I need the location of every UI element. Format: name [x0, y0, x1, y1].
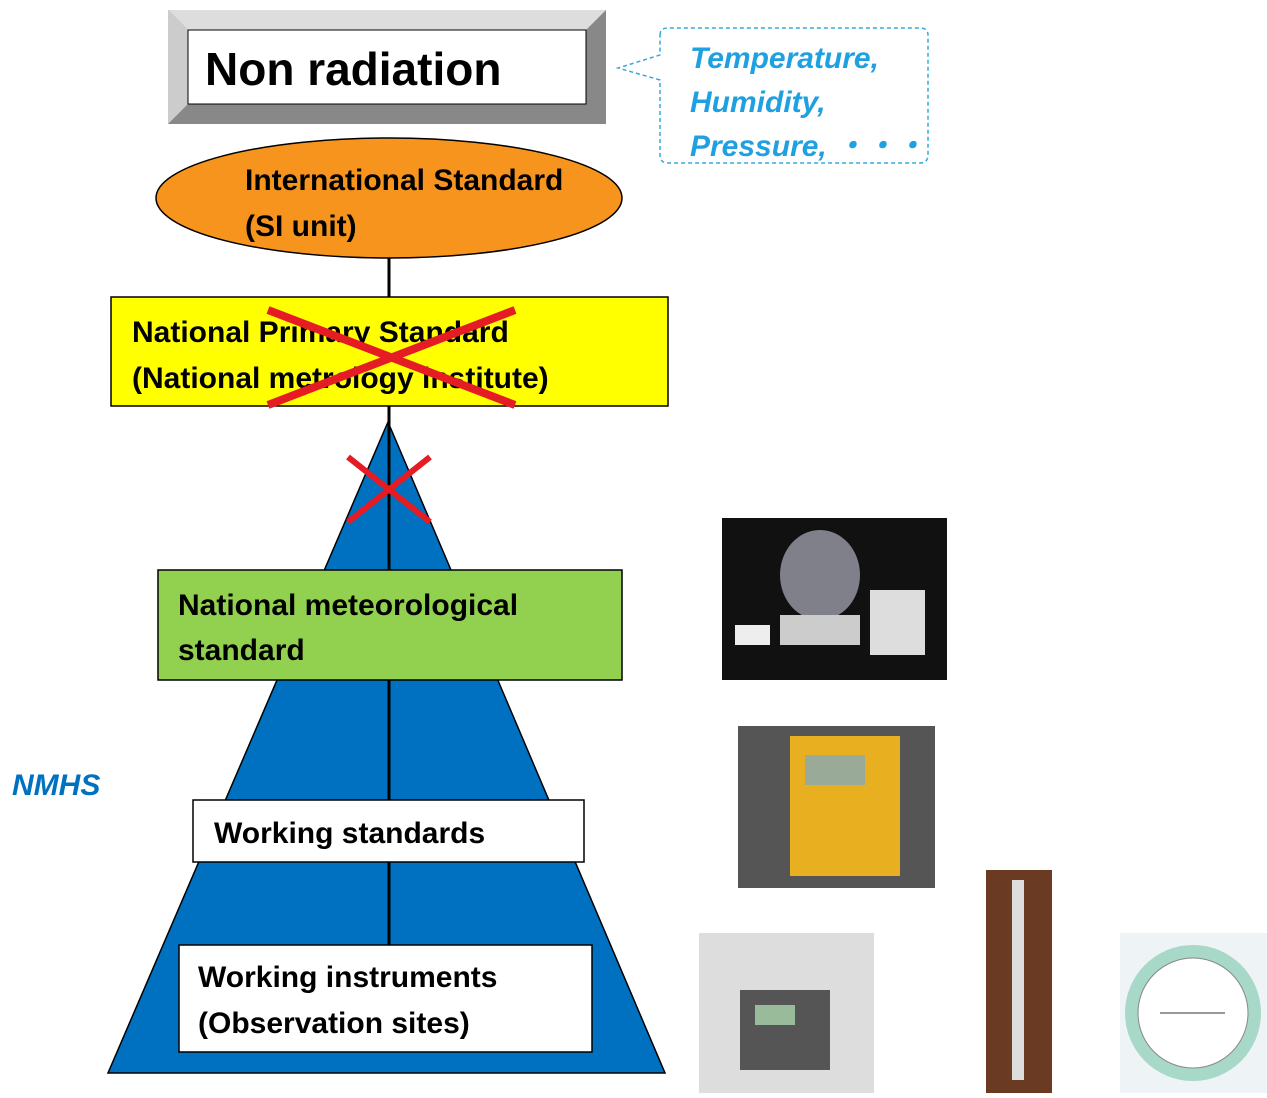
callout-text: Humidity, — [690, 86, 826, 119]
callout-text: Temperature, — [690, 42, 879, 75]
national-met-box — [157, 569, 623, 681]
callout-text: Pressure, ・・・ — [690, 130, 925, 163]
side-label: NMHS — [12, 769, 100, 802]
level-text: International Standard — [245, 164, 563, 197]
level-text: (Observation sites) — [198, 1007, 470, 1040]
title-box — [187, 29, 587, 105]
international-ellipse — [155, 137, 623, 259]
photo — [722, 518, 947, 680]
pyramid — [106, 420, 667, 1074]
photo — [986, 870, 1052, 1093]
photo — [1120, 933, 1267, 1093]
bevel — [168, 10, 188, 124]
callout-bubble — [615, 27, 929, 164]
working-instruments-box — [178, 944, 593, 1053]
level-text: National meteorological — [178, 589, 518, 622]
level-text: Working instruments — [198, 961, 497, 994]
national-primary-box — [110, 296, 669, 407]
level-text: (SI unit) — [245, 210, 357, 243]
level-text: Working standards — [214, 817, 485, 850]
bevel — [168, 10, 606, 30]
title: Non radiation — [205, 43, 501, 95]
cross — [346, 454, 432, 525]
level-text: standard — [178, 634, 305, 667]
working-standards-box — [192, 799, 585, 863]
photo — [738, 726, 935, 888]
cross — [266, 306, 517, 409]
photo — [699, 933, 874, 1093]
